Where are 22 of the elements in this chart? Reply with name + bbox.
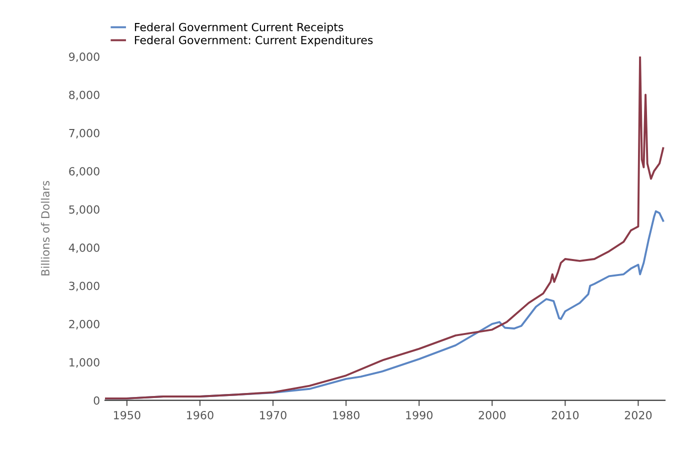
- x-tick-label: 1970: [260, 410, 286, 420]
- y-tick-label: 8,000: [69, 90, 100, 100]
- x-tick-label: 2020: [624, 410, 652, 420]
- y-tick-label: 4,000: [68, 244, 100, 254]
- y-tick-label: 7,000: [69, 128, 100, 138]
- line-series: [105, 56, 664, 400]
- x-tick-label: 2010: [552, 410, 579, 420]
- x-tick-label: 2000: [478, 410, 506, 420]
- x-tick-label: 1980: [333, 410, 360, 420]
- legend-label: Federal Government: Current Expenditures: [134, 36, 373, 46]
- x-tick-label: 1950: [114, 410, 140, 420]
- y-tick-label: 6,000: [69, 167, 100, 177]
- y-tick-label: 3,000: [69, 282, 100, 292]
- y-tick-label: 9,000: [69, 52, 100, 62]
- y-axis-title: Billions of Dollars: [40, 180, 50, 276]
- y-tick-label: 0: [94, 396, 100, 405]
- y-tick-label: 5,000: [69, 205, 100, 215]
- x-tick-label: 1990: [406, 410, 432, 420]
- y-tick-label: 1,000: [70, 358, 100, 368]
- x-tick-label: 1960: [187, 410, 214, 420]
- legend-label: Federal Government Current Receipts: [134, 22, 344, 34]
- y-tick-label: 2,000: [69, 320, 100, 330]
